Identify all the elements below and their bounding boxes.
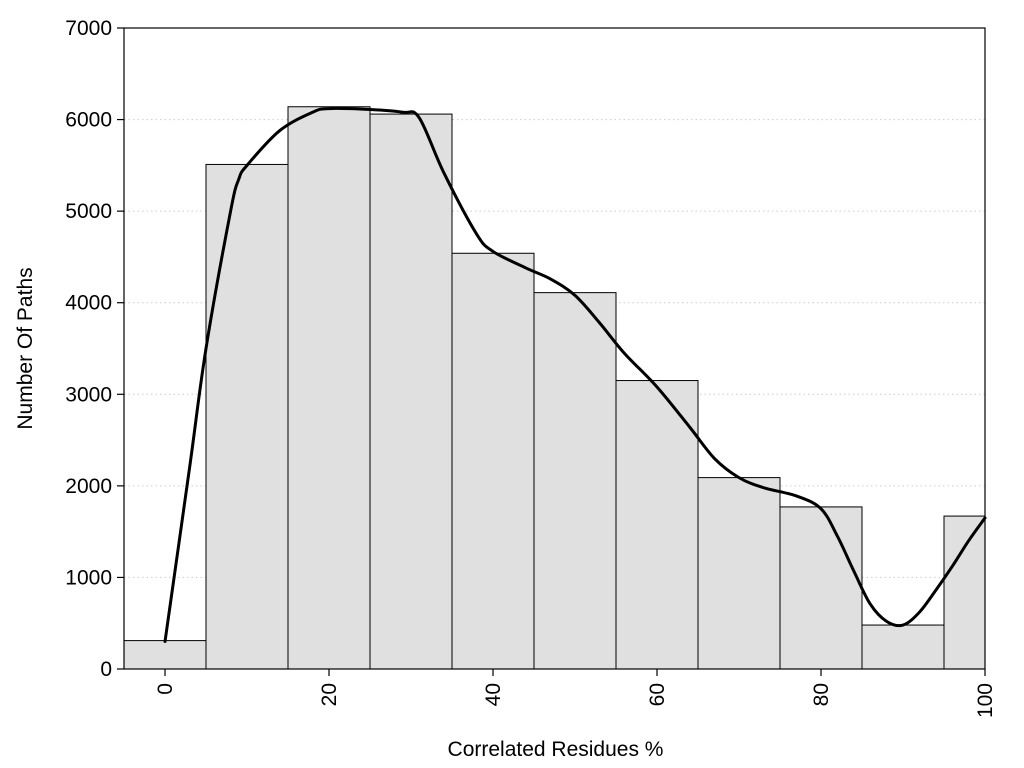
x-tick-label: 20 bbox=[318, 683, 341, 706]
smooth-density-curve bbox=[163, 106, 987, 644]
histogram-bar bbox=[451, 252, 535, 670]
histogram-bar bbox=[369, 113, 453, 670]
histogram-bar bbox=[287, 106, 371, 670]
histogram-bar bbox=[861, 624, 945, 670]
y-tick-label: 0 bbox=[100, 658, 112, 681]
y-axis-title: Number Of Paths bbox=[14, 267, 37, 429]
y-tick-label: 3000 bbox=[65, 383, 112, 406]
y-tick-label: 5000 bbox=[65, 200, 112, 223]
y-tick-label: 6000 bbox=[65, 109, 112, 132]
histogram-bars bbox=[123, 106, 986, 670]
x-axis-ticks: 0 20 40 60 80 100 bbox=[154, 669, 997, 718]
y-tick-label: 1000 bbox=[65, 566, 112, 589]
y-tick-label: 2000 bbox=[65, 475, 112, 498]
x-axis-title: Correlated Residues % bbox=[448, 738, 664, 761]
histogram-bar bbox=[697, 477, 781, 670]
y-tick-label: 4000 bbox=[65, 292, 112, 315]
x-tick-label: 0 bbox=[154, 683, 177, 695]
histogram-bar bbox=[779, 506, 863, 670]
y-tick-label: 7000 bbox=[65, 17, 112, 40]
histogram-bar bbox=[123, 640, 207, 670]
histogram-bar bbox=[943, 515, 986, 670]
x-tick-label: 40 bbox=[482, 683, 505, 706]
x-tick-label: 60 bbox=[646, 683, 669, 706]
x-tick-label: 100 bbox=[974, 683, 997, 718]
histogram-bar bbox=[615, 380, 699, 670]
histogram-bar bbox=[533, 292, 617, 670]
histogram-bar bbox=[205, 163, 289, 670]
y-axis-ticks: 0 1000 2000 3000 4000 5000 6000 7000 bbox=[65, 17, 124, 681]
plot-frame bbox=[123, 27, 986, 670]
x-tick-label: 80 bbox=[810, 683, 833, 706]
